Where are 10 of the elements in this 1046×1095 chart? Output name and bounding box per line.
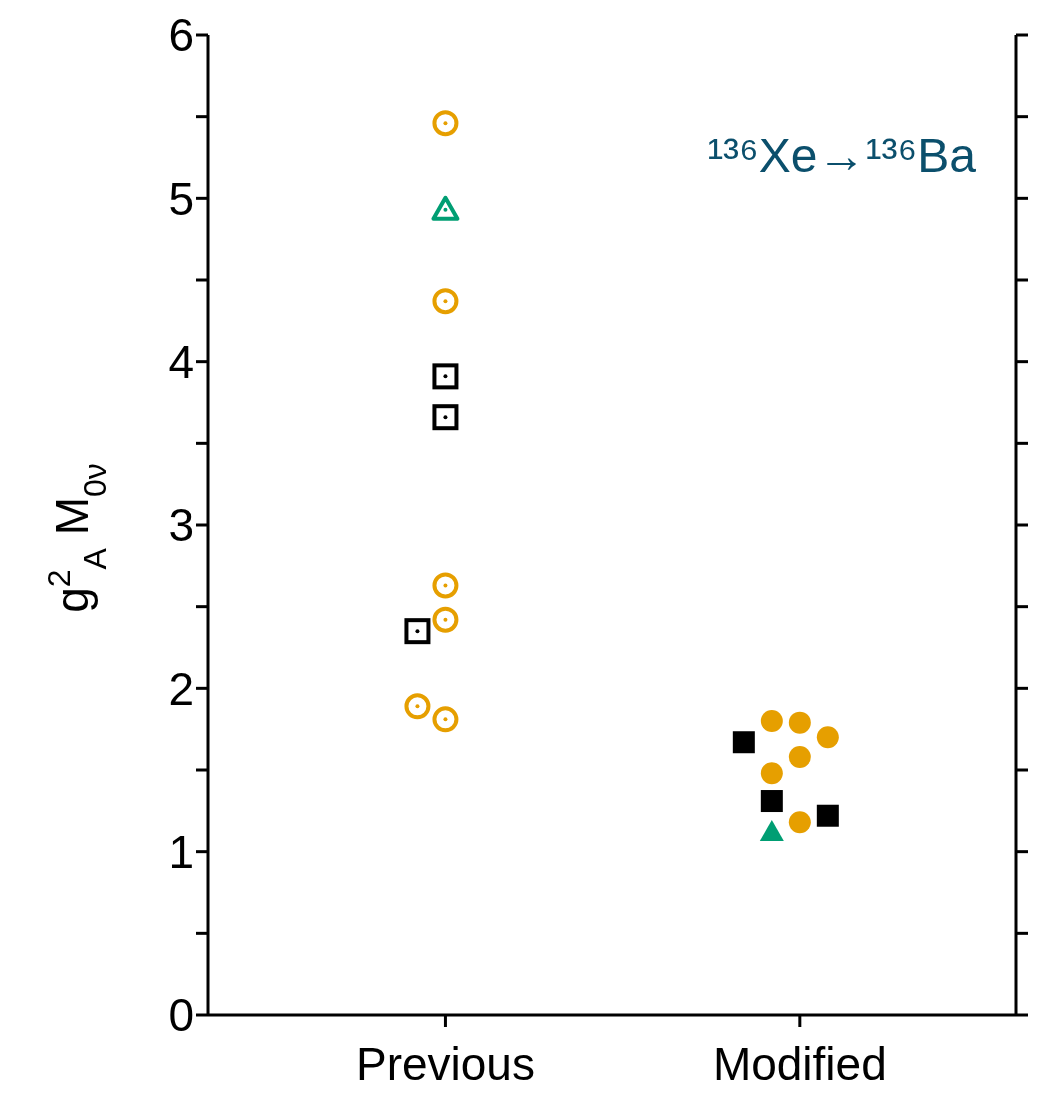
x-tick-label: Modified: [712, 1037, 887, 1090]
annotation: ¹³⁶Xe→¹³⁶Ba: [707, 129, 976, 182]
y-tick-label: 3: [168, 499, 194, 552]
y-tick-label: 1: [168, 826, 194, 878]
y-tick-label: 6: [168, 9, 194, 62]
y-tick-label: 4: [168, 336, 194, 388]
y-tick-label: 5: [168, 172, 194, 225]
x-tick-label: Previous: [355, 1037, 535, 1090]
y-tick-label: 0: [168, 989, 194, 1042]
y-tick-label: 2: [168, 662, 194, 715]
